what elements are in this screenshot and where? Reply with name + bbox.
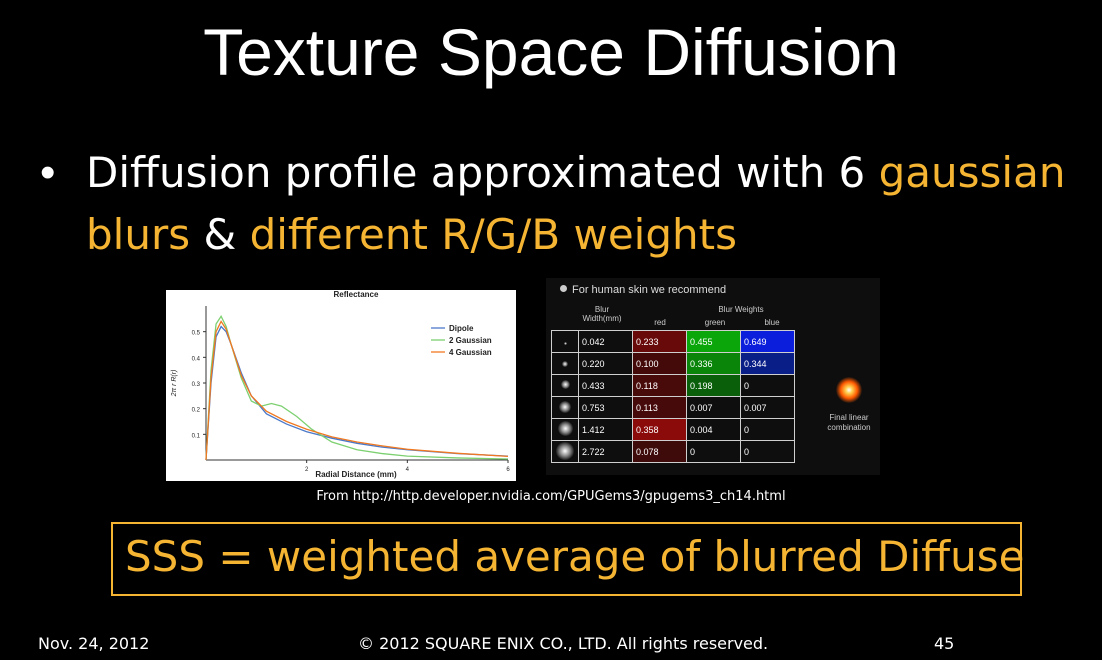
blur-kernel-swatch (551, 352, 579, 375)
legend-label-3: 4 Gaussian (449, 348, 492, 357)
cell-blue: 0.649 (740, 330, 795, 353)
footer-date: Nov. 24, 2012 (38, 634, 150, 653)
col-header-blur-width: Blur Width(mm) (582, 305, 622, 323)
x-tick-label: 2 (305, 467, 309, 473)
final-combination-glow-icon (836, 377, 862, 403)
source-citation: From http://http.developer.nvidia.com/GP… (316, 489, 786, 504)
bullet-part2: & (190, 210, 250, 259)
cell-green: 0.007 (686, 396, 741, 419)
footer-copyright: © 2012 SQUARE ENIX CO., LTD. All rights … (358, 634, 769, 653)
blur-kernel-icon (557, 421, 573, 436)
table-row: 0.220 0.100 0.336 0.344 (551, 352, 795, 375)
cell-width: 0.042 (578, 330, 633, 353)
blur-weights-table-panel: For human skin we recommend Blur Width(m… (546, 278, 880, 475)
slide-title: Texture Space Diffusion (203, 15, 899, 89)
bullet-text: Diffusion profile approximated with 6 ga… (86, 142, 1086, 266)
cell-green: 0.198 (686, 374, 741, 397)
series-line-2 (205, 314, 509, 461)
reflectance-chart-svg: 0.1 0.2 0.3 0.4 0.5 2 4 6 Reflectance Radial Dist… (171, 290, 510, 479)
table-row: 1.412 0.358 0.004 0 (551, 418, 795, 441)
blur-kernel-icon (560, 380, 570, 389)
blur-kernel-swatch (551, 330, 579, 353)
cell-blue: 0 (740, 440, 795, 463)
cell-red: 0.358 (632, 418, 687, 441)
note-bullet-icon (560, 285, 567, 292)
cell-red: 0.100 (632, 352, 687, 375)
cell-green: 0.336 (686, 352, 741, 375)
final-combination-label: Final linear combination (827, 413, 871, 432)
table-note-text: For human skin we recommend (572, 284, 727, 296)
y-axis-label: 2π r R(r) (171, 370, 178, 398)
blur-kernel-swatch (551, 374, 579, 397)
legend-label-1: Dipole (449, 324, 474, 333)
y-tick-label: 0.1 (192, 433, 201, 439)
series-line-3 (205, 320, 509, 461)
bullet-dot-icon: • (40, 148, 56, 197)
table-row: 0.433 0.118 0.198 0 (551, 374, 795, 397)
bullet-highlight-2: different R/G/B weights (249, 210, 737, 259)
series-line-1 (205, 325, 509, 461)
y-tick-label: 0.4 (192, 356, 201, 362)
table-note: For human skin we recommend (560, 284, 726, 296)
cell-red: 0.113 (632, 396, 687, 419)
cell-blue: 0 (740, 418, 795, 441)
cell-red: 0.118 (632, 374, 687, 397)
bullet-part1: Diffusion profile approximated with 6 (86, 148, 879, 197)
cell-red: 0.078 (632, 440, 687, 463)
summary-text: SSS = weighted average of blurred Diffus… (125, 532, 1025, 581)
cell-blue: 0.007 (740, 396, 795, 419)
x-tick-label: 6 (506, 467, 510, 473)
col-header-red: red (654, 318, 666, 327)
blur-kernel-swatch (551, 396, 579, 419)
col-header-blue: blue (764, 318, 780, 327)
cell-width: 0.220 (578, 352, 633, 375)
summary-box: SSS = weighted average of blurred Diffus… (111, 522, 1025, 596)
cell-blue: 0.344 (740, 352, 795, 375)
cell-width: 0.433 (578, 374, 633, 397)
y-tick-label: 0.2 (192, 408, 201, 414)
y-tick-label: 0.3 (192, 382, 201, 388)
chart-title: Reflectance (334, 290, 379, 299)
cell-width: 1.412 (578, 418, 633, 441)
blur-kernel-swatch (551, 440, 579, 463)
footer-page-number: 45 (934, 634, 955, 653)
table-row: 2.722 0.078 0 0 (551, 440, 795, 463)
cell-width: 2.722 (578, 440, 633, 463)
cell-width: 0.753 (578, 396, 633, 419)
cell-green: 0 (686, 440, 741, 463)
cell-green: 0.004 (686, 418, 741, 441)
blur-kernel-icon (562, 360, 568, 367)
blur-kernel-icon (563, 341, 567, 345)
cell-green: 0.455 (686, 330, 741, 353)
cell-red: 0.233 (632, 330, 687, 353)
x-tick-label: 4 (406, 467, 410, 473)
blur-kernel-swatch (551, 418, 579, 441)
cell-blue: 0 (740, 374, 795, 397)
table-row: 0.753 0.113 0.007 0.007 (551, 396, 795, 419)
y-tick-label: 0.5 (192, 331, 201, 337)
reflectance-chart: 0.1 0.2 0.3 0.4 0.5 2 4 6 Reflectance Radial Dist… (166, 290, 516, 481)
table-row: 0.042 0.233 0.455 0.649 (551, 330, 795, 353)
x-axis-label: Radial Distance (mm) (315, 470, 397, 479)
blur-kernel-icon (556, 441, 574, 460)
col-header-green: green (704, 318, 726, 327)
blur-kernel-icon (559, 400, 571, 413)
col-header-blur-weights: Blur Weights (718, 305, 764, 314)
blur-weights-table: 0.042 0.233 0.455 0.649 0.220 0.100 0.336 0.344… (551, 330, 795, 463)
legend-label-2: 2 Gaussian (449, 336, 492, 345)
bullet-highlight-1: gaussian blurs (86, 148, 1066, 259)
